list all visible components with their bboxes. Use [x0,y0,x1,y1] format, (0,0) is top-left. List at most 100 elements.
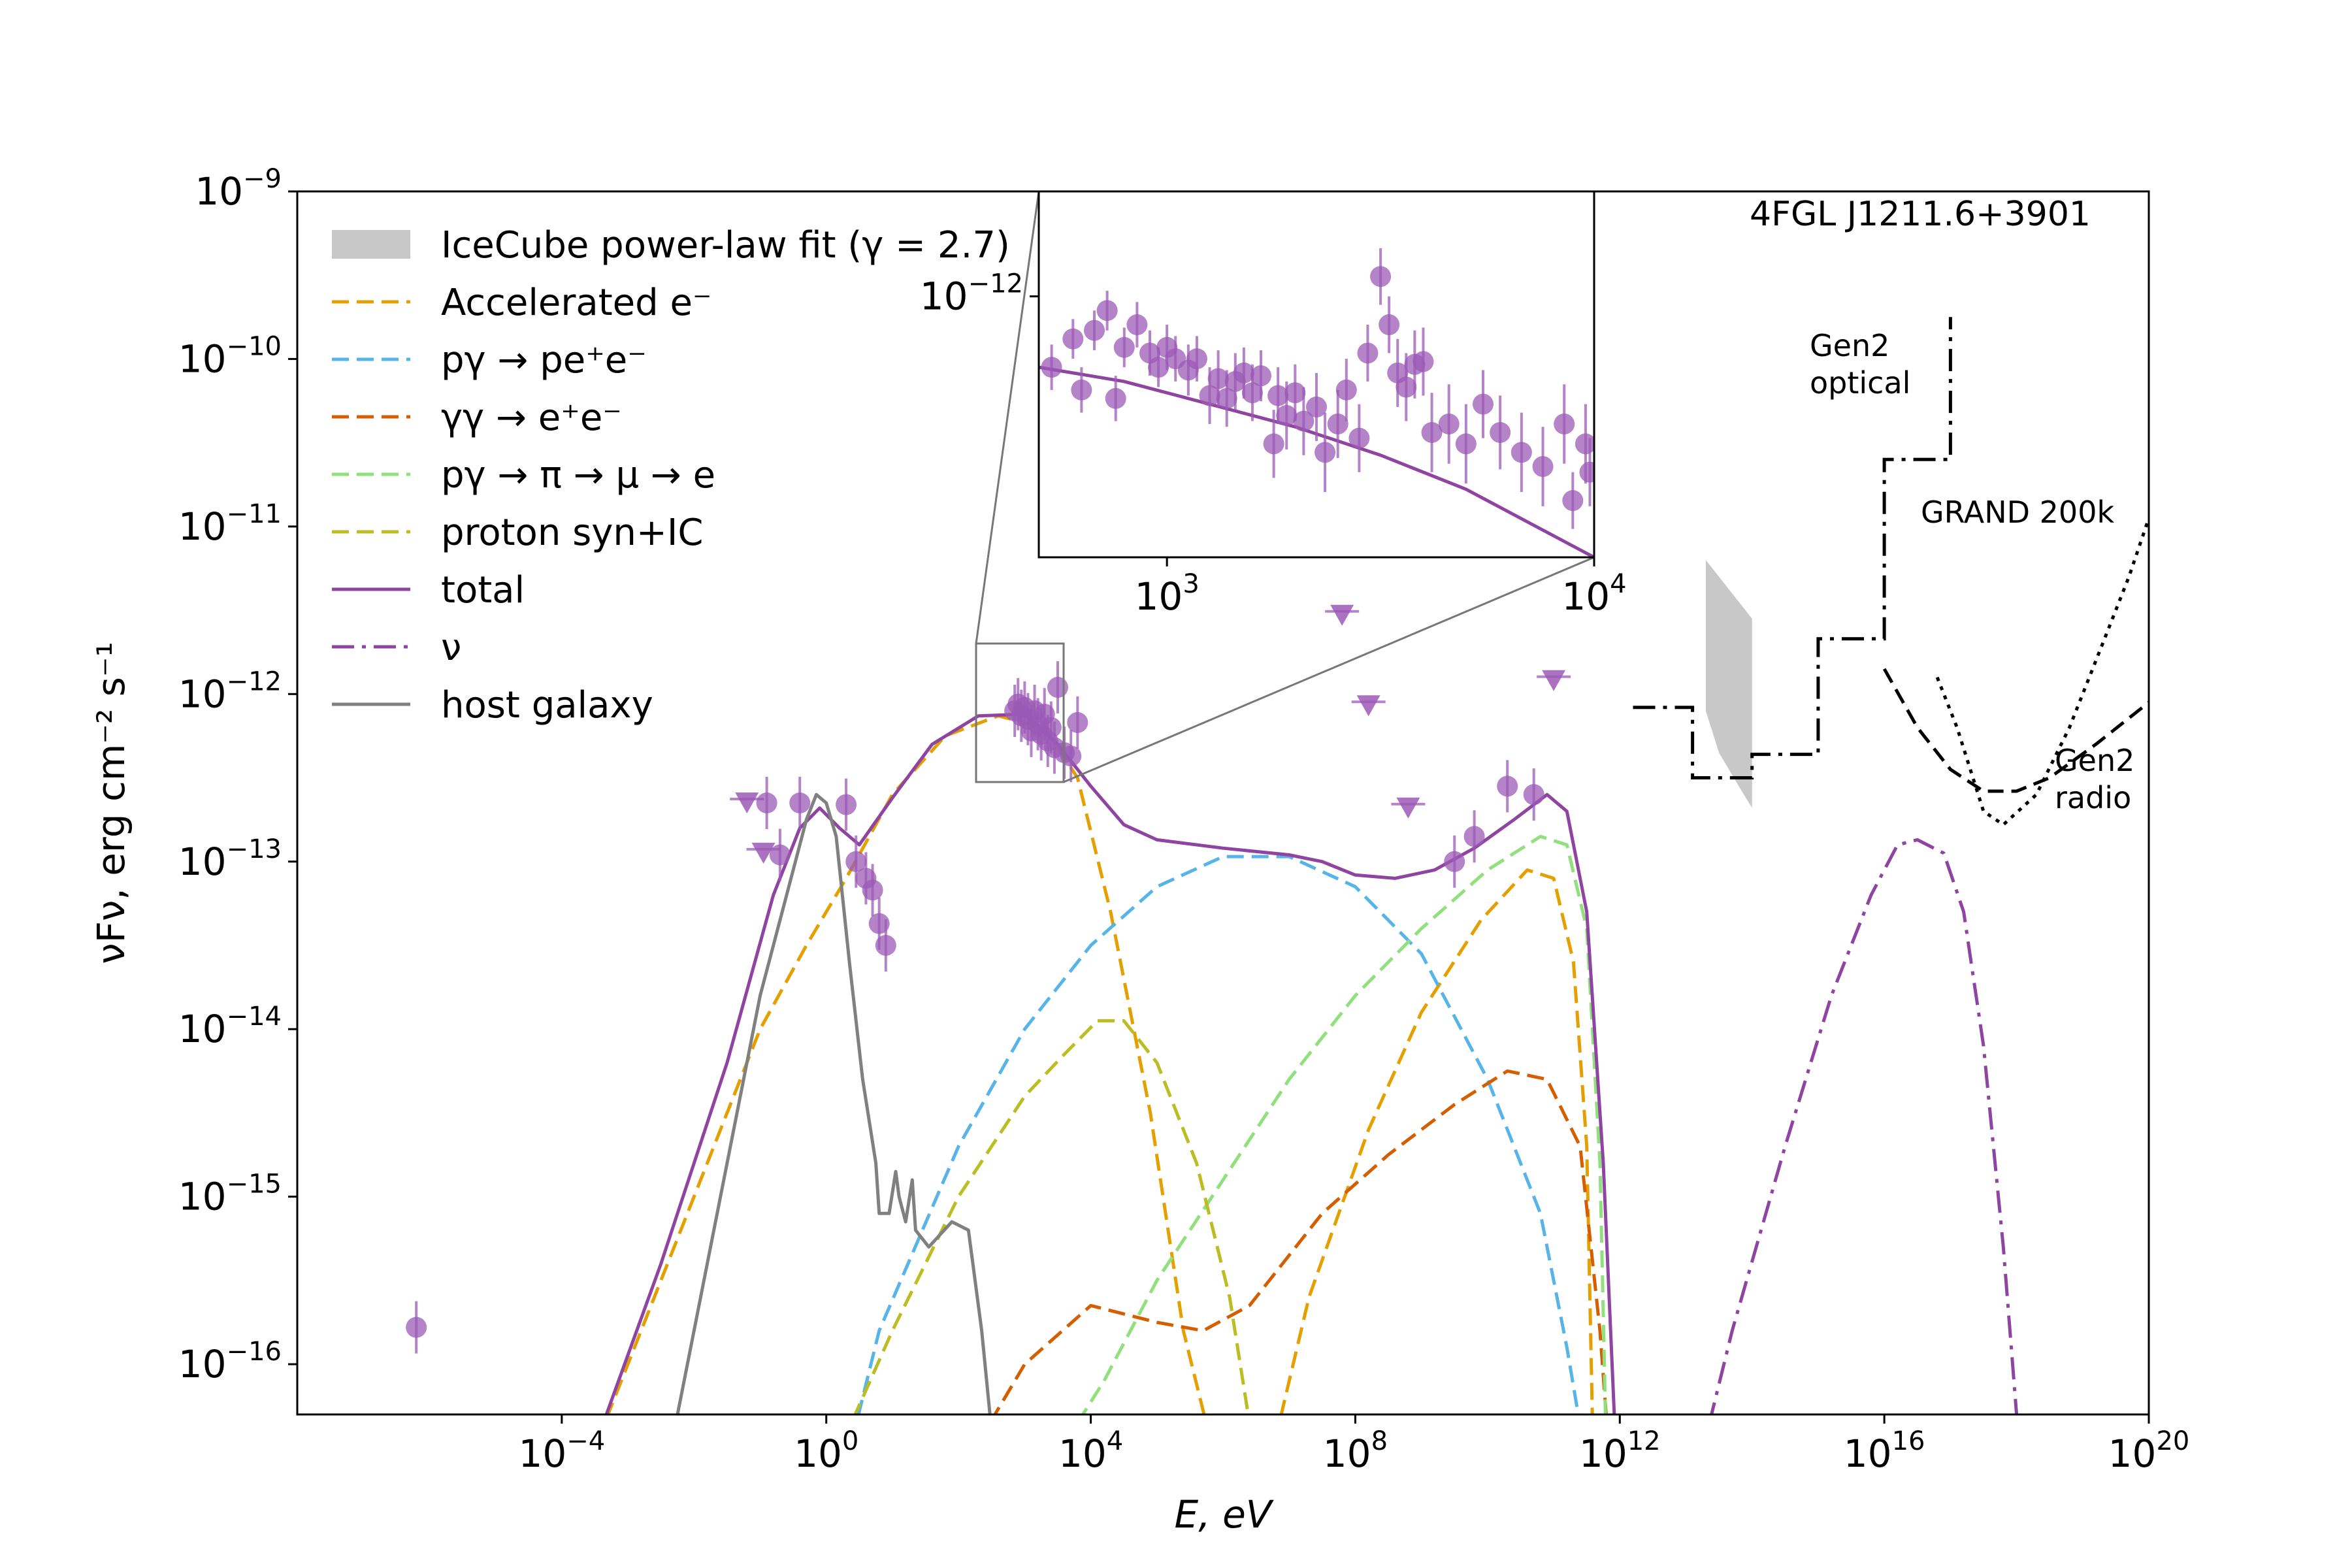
series-bh [857,855,1580,1414]
inset-data-point [1357,342,1379,364]
inset-data-point [1421,421,1443,443]
inset-data-point [1084,319,1105,341]
series-nu [1710,838,2019,1414]
x-tick-label: 1016 [1844,1426,1925,1476]
series-gg [992,1069,1608,1414]
data-point [406,1316,427,1338]
inset-data-point [1315,442,1336,463]
inset-data-point [1579,461,1594,483]
y-tick-label: 10−14 [178,1002,282,1051]
data-point [868,913,890,934]
data-point [836,794,857,815]
x-tick-label: 1012 [1579,1426,1661,1476]
inset-data-point [1071,379,1092,400]
inset-data-point [1199,385,1220,406]
data-point [1047,677,1068,698]
y-axis-ticks: 10−9 10−10 10−11 10−12 10−13 10−14 10−15 10−16 [178,164,297,1386]
legend-label-accel: Accelerated e⁻ [441,282,711,324]
y-axis-label: νFν, erg cm⁻² s⁻¹ [89,642,133,964]
inset-data-point [1532,456,1554,478]
x-tick-label: 104 [1058,1426,1123,1476]
legend-label-bh: pγ → pe⁺e⁻ [441,339,647,382]
legend-swatch-icecube [332,230,410,259]
inset-data-point [1250,365,1271,387]
inset-data-point [1233,362,1254,384]
x-axis-ticks: 10−4 100 104 108 1012 1016 1020 [518,1414,2189,1476]
inset-data-point [1126,314,1148,336]
series-host [676,792,992,1414]
data-point [1040,717,1062,738]
data-point [1067,711,1088,733]
upper-limit-marker [1542,670,1566,691]
inset-data-point [1306,396,1327,417]
inset-data-point [1348,427,1370,449]
data-point [756,792,777,813]
inset-data-point [1554,413,1575,434]
inset-data-point [1207,368,1229,389]
inset-data-point [1490,421,1511,443]
inset-data-point [1267,385,1289,406]
inset-data-layer [1039,248,1594,557]
inset-data-point [1327,413,1348,434]
inset-data-point [1186,348,1207,370]
upper-limit-marker [751,842,776,864]
upper-limit-marker [1330,604,1354,626]
inset-data-point [1511,442,1532,463]
inset-data-point [1438,413,1460,434]
inset-data-point [1263,433,1284,455]
inset-data-point [1276,404,1298,426]
inset-data-point [1413,351,1434,372]
x-tick-label: 100 [794,1426,858,1476]
data-point [1497,776,1518,797]
data-point [1060,745,1082,767]
data-point [1444,851,1465,872]
inset-data-point [1455,433,1477,455]
gen2-optical-label-line2: optical [1810,365,1910,400]
y-tick-label: 10−11 [178,499,282,549]
y-tick-label: 10−12 [178,666,282,716]
legend-label-nu: ν [441,627,461,669]
data-point [789,792,811,813]
series-proton [853,1019,1250,1414]
legend: IceCube power-law fit (γ = 2.7) Accelerat… [332,224,1010,727]
data-point [875,934,896,956]
grand-200k-label: GRAND 200k [1921,495,2114,530]
gen2-radio-curve [1882,668,2149,793]
inset-data-point [1241,382,1263,404]
inset-data-point [1562,490,1584,512]
x-tick-label: 108 [1323,1426,1388,1476]
y-tick-label: 10−16 [178,1337,282,1386]
upper-limit-marker [1396,797,1420,819]
inset-data-point [1473,393,1494,415]
inset-data-point [1284,382,1306,404]
gen2-optical-label-line1: Gen2 [1810,328,1889,363]
data-point [1463,826,1485,847]
legend-label-total: total [441,569,525,612]
inset-data-point [1575,433,1594,455]
upper-limit-marker [1356,695,1380,717]
legend-label-gg: γγ → e⁺e⁻ [441,397,622,439]
data-point [769,844,791,866]
chart-title: 4FGL J1211.6+3901 [1750,195,2091,234]
gen2-radio-label-line1: Gen2 [2055,743,2134,778]
inset-data-point [1335,379,1357,400]
y-tick-label: 10−13 [178,834,282,884]
inset-data-point [1096,300,1118,321]
inset-data-point [1216,387,1237,409]
legend-label-pion: pγ → π → μ → e [441,454,715,497]
inset-data-point [1113,336,1135,358]
inset-data-point [1105,387,1126,409]
data-point [845,851,867,872]
legend-label-proton: proton syn+IC [441,512,703,554]
inset-data-point [1396,376,1417,398]
inset-data-point [1041,357,1062,378]
inset-data-point [1148,357,1169,378]
gen2-radio-label-line2: radio [2055,780,2131,815]
inset-frame [1037,190,1595,559]
zoom-connector-top [975,191,1040,644]
icecube-band [1705,560,1752,808]
x-tick-label: 1020 [2108,1426,2190,1476]
main-data-layer [406,317,2149,1414]
series-accel [606,714,1206,1414]
